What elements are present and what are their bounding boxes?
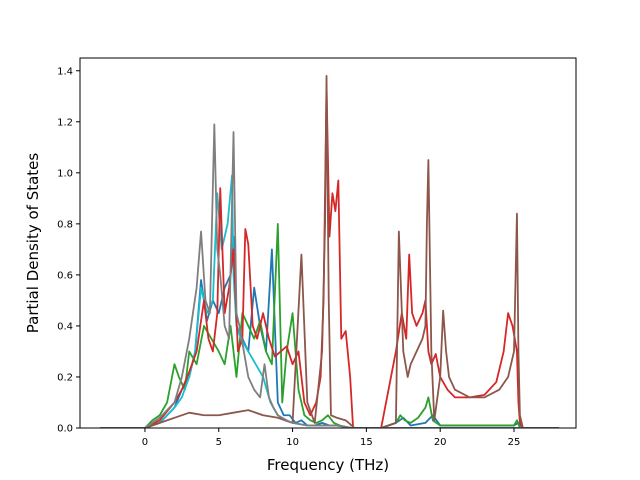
x-tick-label: 10	[286, 437, 299, 448]
y-tick-label: 1.2	[57, 117, 73, 128]
plot-frame	[79, 57, 577, 429]
y-axis: 0.0 0.2 0.4 0.6 0.8 1.0 1.2 1.4	[57, 66, 80, 435]
x-axis-label: Frequency (THz)	[267, 456, 389, 474]
y-axis-label: Partial Density of States	[24, 153, 42, 334]
series-line-1	[99, 235, 560, 428]
y-tick-label: 0.8	[57, 219, 73, 230]
x-tick-label: 5	[216, 437, 222, 448]
y-tick-label: 1.0	[57, 168, 73, 179]
series-line-2	[99, 222, 560, 428]
y-tick-label: 0.2	[57, 372, 73, 383]
y-tick-label: 0.0	[57, 424, 73, 435]
y-tick-label: 0.4	[57, 321, 73, 332]
series-line-6	[99, 123, 560, 428]
series-layer	[99, 74, 560, 428]
x-axis: 0 5 10 15 20 25	[142, 428, 521, 448]
x-tick-label: 0	[142, 437, 148, 448]
y-tick-label: 1.4	[57, 66, 73, 77]
x-tick-label: 20	[434, 437, 447, 448]
y-tick-label: 0.6	[57, 270, 73, 281]
series-line-5	[99, 74, 560, 428]
x-tick-label: 15	[360, 437, 373, 448]
x-tick-label: 25	[508, 437, 521, 448]
